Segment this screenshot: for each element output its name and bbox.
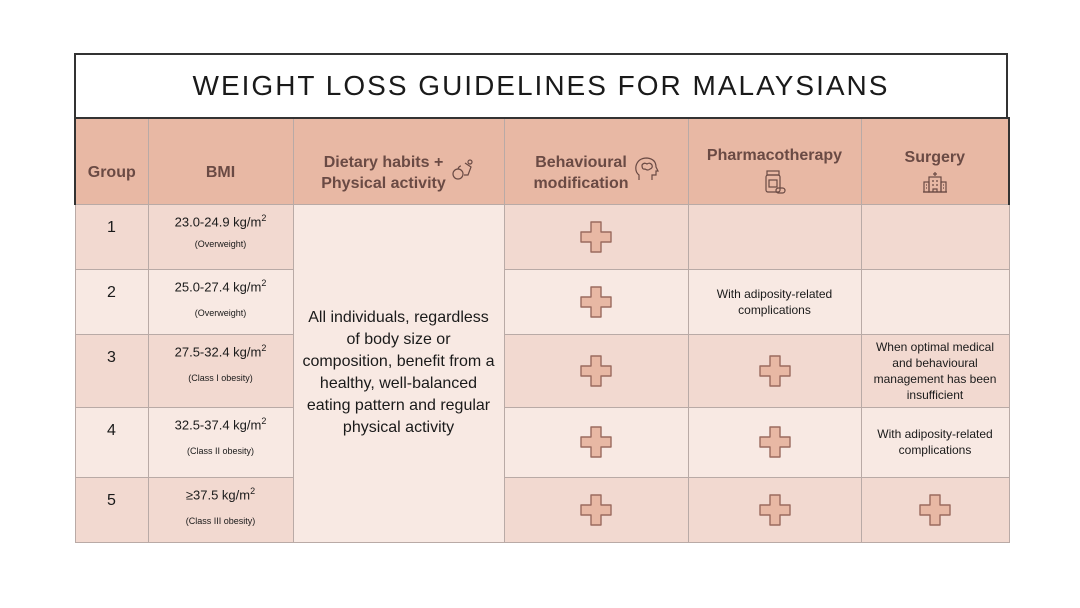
brain-head-icon [633,156,659,190]
hospital-icon [921,171,949,198]
cross-icon [689,354,861,388]
pharma-cell [687,406,862,478]
bmi-cell: 23.0-24.9 kg/m2 (Overweight) [147,203,294,270]
pill-bottle-icon [764,169,786,200]
cross-icon [505,220,688,254]
surgery-cell [860,476,1010,543]
cross-icon [505,285,688,319]
group-cell: 4 [74,406,149,478]
bmi-cell: 27.5-32.4 kg/m2 (Class I obesity) [147,333,294,408]
pharma-cell [687,203,862,270]
apple-fitness-icon [450,157,476,189]
pharma-cell [687,476,862,543]
cross-icon [505,354,688,388]
cross-icon [505,493,688,527]
header-surgery: Surgery [860,117,1010,205]
surgery-cell: With adiposity-related complications [860,406,1010,478]
group-cell: 5 [74,476,149,543]
diet-cell: All individuals, regardless of body size… [292,203,505,543]
header-behavioural: Behavioural modification [503,117,689,205]
bmi-cell: ≥37.5 kg/m2 (Class III obesity) [147,476,294,543]
surgery-cell [860,203,1010,270]
behavioural-cell [503,333,689,408]
behavioural-cell [503,203,689,270]
header-group: Group [74,117,149,205]
bmi-cell: 32.5-37.4 kg/m2 (Class II obesity) [147,406,294,478]
pharma-cell: With adiposity-related complications [687,268,862,335]
group-cell: 1 [74,203,149,270]
table-row: 2 25.0-27.4 kg/m2 (Overweight) With adip… [74,268,1010,335]
table-row: 3 27.5-32.4 kg/m2 (Class I obesity) When… [74,333,1010,408]
cross-icon [862,493,1009,527]
page-title: WEIGHT LOSS GUIDELINES FOR MALAYSIANS [192,70,890,101]
cross-icon [689,425,861,459]
header-row: Group BMI Dietary habits + Physical acti… [74,117,1010,205]
bmi-cell: 25.0-27.4 kg/m2 (Overweight) [147,268,294,335]
behavioural-cell [503,406,689,478]
cross-icon [689,493,861,527]
table-title-box: WEIGHT LOSS GUIDELINES FOR MALAYSIANS [74,53,1008,117]
header-bmi: BMI [147,117,294,205]
group-cell: 3 [74,333,149,408]
behavioural-cell [503,476,689,543]
guidelines-table: Group BMI Dietary habits + Physical acti… [74,117,1010,543]
group-cell: 2 [74,268,149,335]
behavioural-cell [503,268,689,335]
table-row: 1 23.0-24.9 kg/m2 (Overweight) All indiv… [74,203,1010,543]
header-pharmacotherapy: Pharmacotherapy [687,117,862,205]
header-diet: Dietary habits + Physical activity [292,117,505,205]
table-row: 5 ≥37.5 kg/m2 (Class III obesity) [74,476,1010,543]
pharma-cell [687,333,862,408]
surgery-cell: When optimal medical and behavioural man… [860,333,1010,408]
cross-icon [505,425,688,459]
surgery-cell [860,268,1010,335]
table-row: 4 32.5-37.4 kg/m2 (Class II obesity) Wit… [74,406,1010,478]
